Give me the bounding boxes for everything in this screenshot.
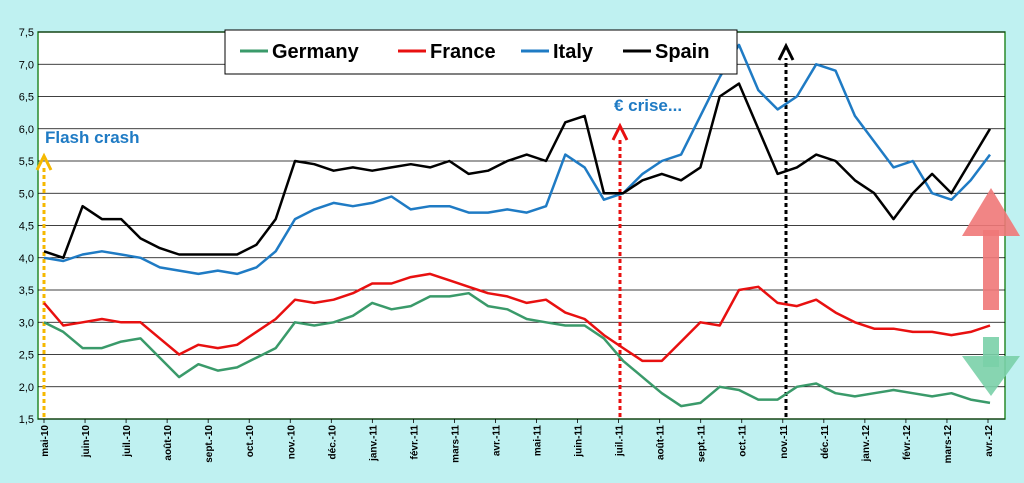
x-tick-label: mai-10 <box>40 425 51 457</box>
legend-box <box>224 29 738 75</box>
legend: Germany France Italy Spain <box>224 29 738 75</box>
x-tick-label: déc.-10 <box>327 425 338 460</box>
x-tick-label: août-11 <box>656 425 667 460</box>
y-tick-label: 1,5 <box>19 414 34 426</box>
y-tick-label: 3,0 <box>19 317 34 329</box>
x-tick-label: janv.-11 <box>368 425 379 462</box>
down-arrow-head <box>962 356 1020 396</box>
y-tick-label: 7,5 <box>19 27 34 39</box>
x-tick-label: avr.-12 <box>984 425 995 457</box>
x-tick-label: sept.-11 <box>697 425 708 463</box>
x-tick-label: déc.-11 <box>820 425 831 459</box>
nov-arrowhead <box>777 42 795 61</box>
y-tick-label: 2,0 <box>19 382 34 394</box>
x-tick-label: juin-10 <box>81 425 92 459</box>
x-axis: mai-10 juin-10 juil.-10 août-10 sept.-10 oct.… <box>40 419 995 463</box>
x-tick-label: févr.-11 <box>409 425 420 460</box>
y-tick-label: 6,5 <box>19 92 34 104</box>
x-tick-label: mars-12 <box>943 425 954 464</box>
x-tick-label: oct.-11 <box>738 425 749 457</box>
x-tick-label: janv.-12 <box>861 425 872 463</box>
y-axis: 1,5 2,0 2,5 3,0 3,5 4,0 4,5 5,0 5,5 6,0 6,5 7,0 7,5 <box>19 27 34 426</box>
series-lines <box>43 43 992 408</box>
series-line-italy <box>43 43 991 276</box>
x-tick-label: févr.-12 <box>902 425 913 460</box>
x-tick-label: mai-11 <box>533 425 544 457</box>
legend-label-france: France <box>430 41 496 63</box>
series-line-spain <box>43 82 992 260</box>
x-tick-label: avr.-11 <box>491 425 502 457</box>
flash-crash-label: Flash crash <box>45 128 140 147</box>
euro-crisis-arrowhead <box>611 122 629 141</box>
y-tick-label: 4,5 <box>19 221 34 233</box>
x-tick-label: juil.-10 <box>122 425 133 458</box>
x-tick-label: nov.-10 <box>286 425 297 460</box>
x-tick-label: sept.-10 <box>204 425 215 463</box>
euro-crisis-label: € crise... <box>614 96 682 115</box>
flash-crash-arrowhead <box>35 152 53 171</box>
x-tick-label: août-10 <box>163 425 174 461</box>
legend-label-spain: Spain <box>655 41 709 63</box>
legend-label-germany: Germany <box>272 41 360 63</box>
x-tick-label: juil.-11 <box>615 425 626 458</box>
x-tick-label: oct.-10 <box>245 425 256 458</box>
x-tick-label: juin-11 <box>574 425 585 458</box>
x-tick-label: mars-11 <box>450 425 461 463</box>
y-tick-label: 3,5 <box>19 285 34 297</box>
series-line-germany <box>43 291 991 408</box>
y-tick-label: 5,0 <box>19 188 34 200</box>
legend-label-italy: Italy <box>553 41 594 63</box>
y-tick-label: 5,5 <box>19 156 34 168</box>
y-tick-label: 7,0 <box>19 59 34 71</box>
up-arrow-shaft <box>983 230 999 310</box>
series-line-france <box>43 272 991 363</box>
y-tick-label: 4,0 <box>19 253 34 265</box>
x-tick-label: nov.-11 <box>779 425 790 459</box>
event-markers <box>35 42 795 417</box>
spread-arrows <box>962 188 1020 396</box>
up-arrow-head <box>962 188 1020 236</box>
y-tick-label: 2,5 <box>19 350 34 362</box>
y-tick-label: 6,0 <box>19 124 34 136</box>
grid-lines <box>38 31 1005 420</box>
